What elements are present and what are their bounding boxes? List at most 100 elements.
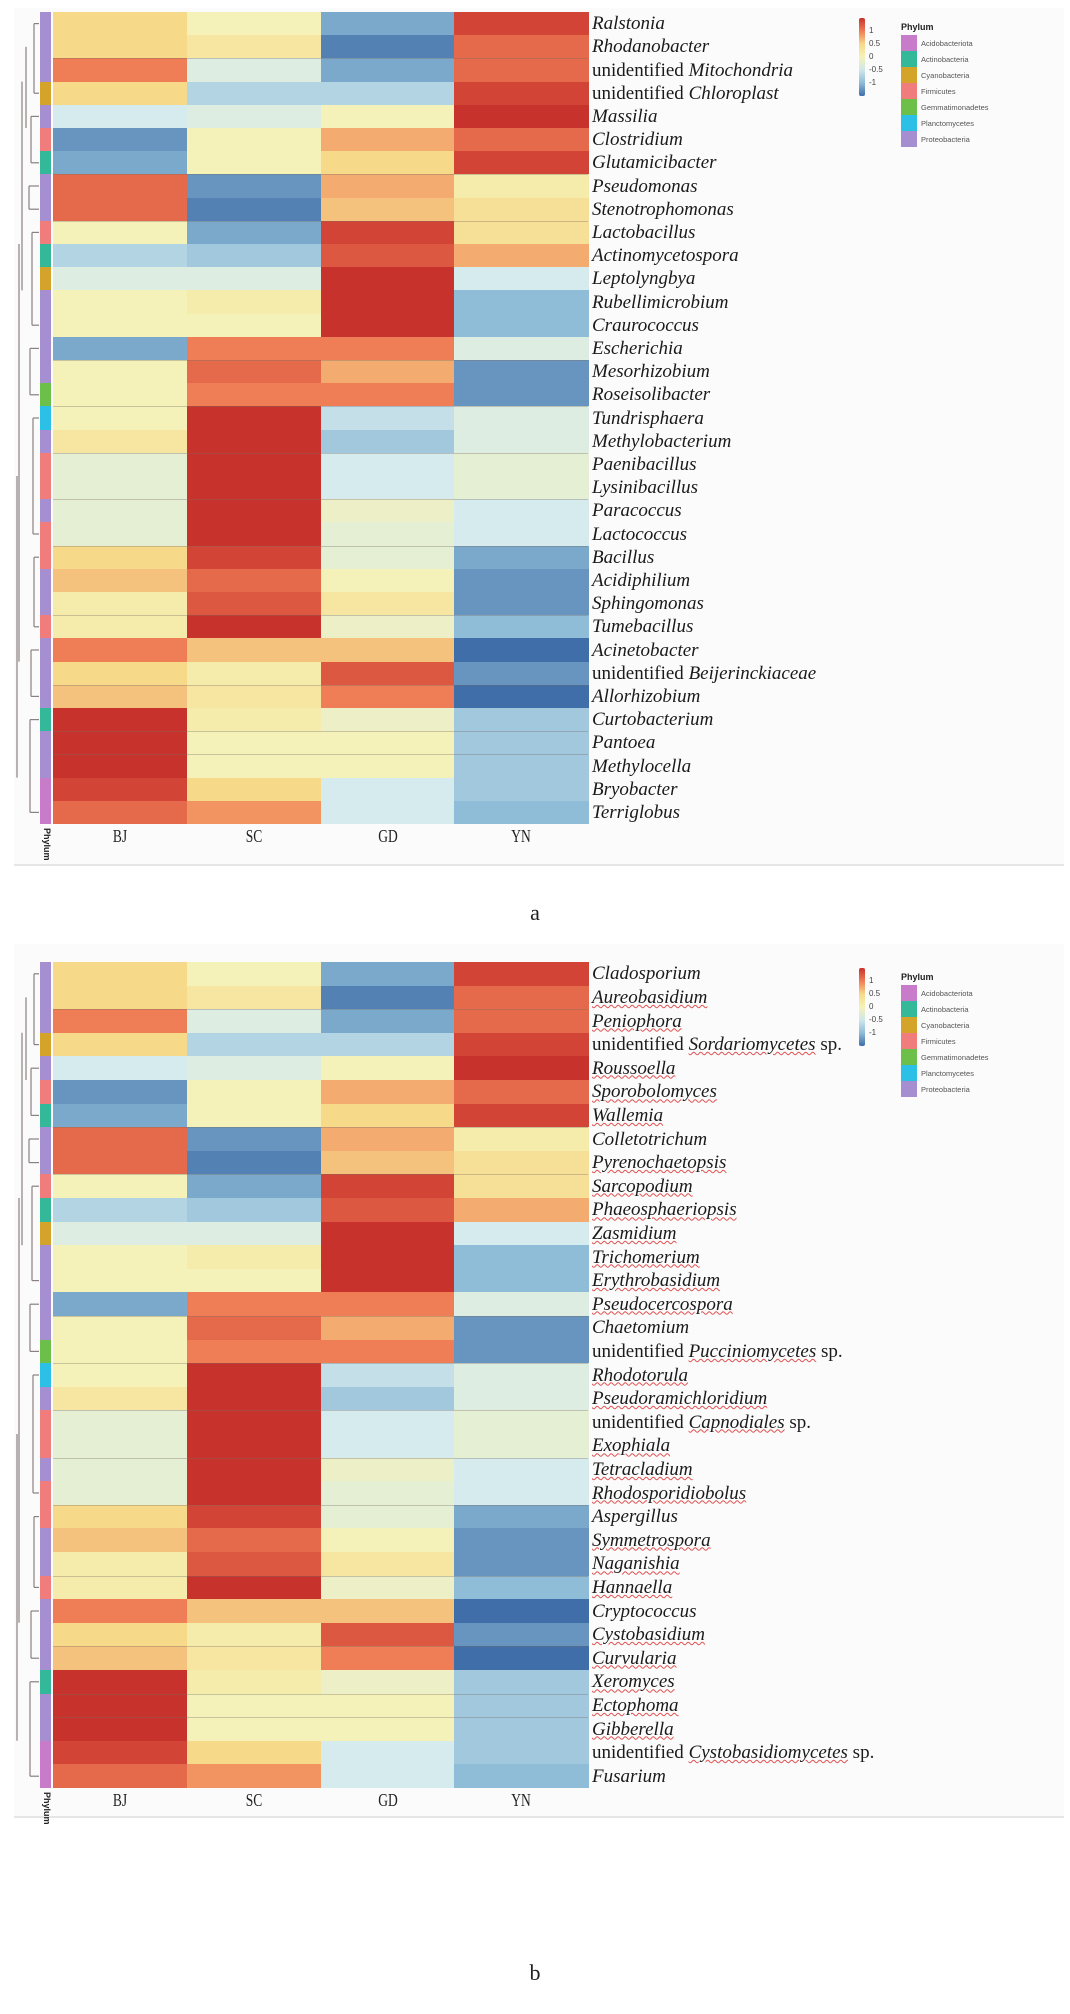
heatmap-cell (53, 1670, 188, 1695)
row-label-taxon: Methylobacterium (592, 430, 732, 452)
heatmap-cell (186, 1174, 321, 1199)
row-label: Sporobolomyces (592, 1082, 717, 1101)
heatmap-cell (186, 777, 321, 802)
heatmap-cell (53, 35, 188, 59)
heatmap-cell (320, 731, 455, 755)
row-label-taxon: Xeromyces (592, 1671, 675, 1693)
phylum-annotation-cell (40, 592, 51, 616)
heatmap-cell (53, 1103, 188, 1128)
row-label: Lactobacillus (592, 223, 695, 242)
row-label-taxon: Lactobacillus (592, 221, 696, 243)
row-separator (53, 545, 588, 547)
heatmap-cell (186, 197, 321, 222)
row-separator (53, 58, 588, 60)
heatmap-cell (186, 406, 321, 431)
legend-label: Acidobacteriota (921, 38, 973, 48)
row-label: Rhodotorula (592, 1366, 688, 1385)
legend-label: Planctomycetes (921, 118, 974, 128)
heatmap-cell (320, 1693, 455, 1718)
phylum-annotation-cell (40, 267, 51, 291)
heatmap-cell (320, 615, 455, 639)
heatmap-cell (320, 1481, 455, 1506)
row-label: Escherichia (592, 339, 683, 358)
heatmap-cell (320, 1174, 455, 1199)
row-label: Pantoea (592, 733, 655, 752)
heatmap-cell (454, 406, 589, 431)
row-label-taxon: Sarcopodium (592, 1175, 693, 1197)
heatmap-cell (53, 1528, 188, 1553)
row-label: unidentified Mitochondria (592, 61, 793, 80)
phylum-annotation-cell (40, 197, 51, 222)
legend-title: Phylum (901, 22, 934, 32)
row-separator (53, 220, 588, 222)
heatmap-cell (186, 35, 321, 59)
heatmap-cell (454, 1410, 589, 1435)
heatmap-cell (454, 383, 589, 407)
heatmap-cell (186, 1457, 321, 1482)
heatmap-cell (320, 151, 455, 175)
row-label-prefix: unidentified (592, 1411, 689, 1433)
column-label: SC (245, 1790, 263, 1810)
heatmap-cell (454, 1150, 589, 1175)
row-label: unidentified Chloroplast (592, 84, 779, 103)
heatmap-cell (320, 360, 455, 384)
row-label: Rhodosporidiobolus (592, 1484, 746, 1503)
row-label-taxon: Sphingomonas (592, 593, 704, 615)
phylum-annotation-cell (40, 1481, 51, 1506)
row-separator (53, 1410, 588, 1412)
row-label-taxon: Rhodotorula (592, 1364, 689, 1386)
phylum-annotation-cell (40, 35, 51, 59)
heatmap-cell (454, 708, 589, 732)
heatmap-cell (454, 1717, 589, 1742)
heatmap-cell (186, 800, 321, 825)
heatmap-cell (53, 1764, 188, 1789)
phylum-annotation-cell (40, 476, 51, 500)
legend-swatch (901, 1049, 917, 1065)
row-label-taxon: Curvularia (592, 1647, 677, 1669)
row-separator (53, 360, 588, 361)
heatmap-cell (320, 638, 455, 663)
heatmap-cell (53, 290, 188, 315)
phylum-annotation-cell (40, 522, 51, 547)
heatmap-cell (53, 545, 188, 570)
heatmap-cell (53, 81, 188, 106)
heatmap-cell (454, 1339, 589, 1364)
heatmap-cell (320, 985, 455, 1010)
heatmap-cell (320, 267, 455, 291)
heatmap-cell (454, 104, 589, 129)
row-label-taxon: Pantoea (592, 732, 656, 754)
row-dendrogram (16, 23, 39, 814)
row-label: Bacillus (592, 548, 654, 567)
row-label: Tetracladium (592, 1460, 693, 1479)
colorbar-tick-label: 0 (869, 1002, 874, 1011)
heatmap-cell (454, 1764, 589, 1789)
row-label-taxon: Lactococcus (592, 523, 687, 545)
heatmap-cell (320, 1150, 455, 1175)
heatmap-cell (186, 1103, 321, 1128)
row-label-taxon: Chaetomium (592, 1317, 690, 1339)
phylum-annotation-cell (40, 151, 51, 175)
heatmap-cell (186, 476, 321, 500)
heatmap-cell (454, 1575, 589, 1600)
heatmap-cell (53, 383, 188, 407)
row-label-taxon: Curtobacterium (592, 709, 714, 731)
row-label-taxon: Acidiphilium (592, 569, 691, 591)
heatmap-cell (454, 1127, 589, 1152)
phylum-annotation-cell (40, 545, 51, 570)
heatmap-cell (454, 244, 589, 268)
legend-swatch (901, 51, 917, 67)
heatmap-cell (53, 360, 188, 384)
heatmap-cell (53, 1032, 188, 1057)
phylum-annotation-cell (40, 1457, 51, 1482)
row-label: unidentified Beijerinckiaceae (592, 664, 816, 683)
heatmap-cell (53, 197, 188, 222)
heatmap-cell (186, 151, 321, 175)
row-label: Exophiala (592, 1436, 670, 1455)
heatmap-cell (186, 290, 321, 315)
row-label-prefix: unidentified (592, 662, 689, 684)
heatmap-cell (454, 1292, 589, 1317)
phylum-annotation-cell (40, 1339, 51, 1364)
row-label-taxon: Acinetobacter (592, 639, 699, 661)
panel-caption-a: a (530, 900, 540, 925)
heatmap-cell (186, 1009, 321, 1034)
